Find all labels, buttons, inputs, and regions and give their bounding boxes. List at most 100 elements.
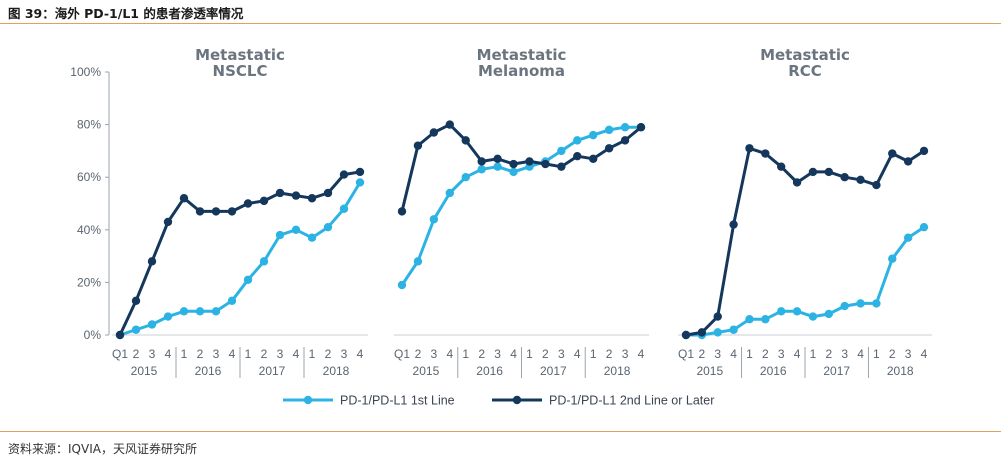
data-point xyxy=(573,136,582,145)
data-point xyxy=(872,180,881,190)
data-point xyxy=(259,257,269,266)
data-point xyxy=(888,254,897,263)
data-point xyxy=(195,307,205,316)
data-point xyxy=(339,204,349,213)
data-point xyxy=(729,220,738,229)
data-point xyxy=(589,130,598,140)
x-tick-label: 3 xyxy=(714,347,721,361)
x-year-label: 2017 xyxy=(540,364,567,378)
x-tick-label: 4 xyxy=(574,347,581,361)
data-point xyxy=(713,312,722,321)
x-tick-label: 4 xyxy=(510,347,517,361)
data-point xyxy=(163,217,173,227)
x-tick-label: 4 xyxy=(921,347,928,361)
data-point xyxy=(792,178,802,187)
y-tick-label: 20% xyxy=(77,275,101,289)
x-tick-label: 2 xyxy=(699,347,706,361)
x-year-label: 2015 xyxy=(696,364,723,378)
x-tick-label: 2 xyxy=(478,347,485,361)
x-tick-label: 2 xyxy=(825,347,832,361)
data-point xyxy=(681,330,691,340)
data-point xyxy=(888,149,897,158)
data-point xyxy=(275,188,285,198)
data-point xyxy=(461,173,470,182)
data-point xyxy=(461,136,470,145)
data-point xyxy=(697,328,707,337)
data-point xyxy=(493,154,502,163)
x-year-label: 2017 xyxy=(259,364,286,378)
x-tick-label: 3 xyxy=(149,347,156,361)
x-tick-label: 4 xyxy=(794,347,801,361)
x-tick-label: 4 xyxy=(293,347,300,361)
x-tick-label: 3 xyxy=(778,347,785,361)
legend: PD-1/PD-L1 1st Line PD-1/PD-L1 2nd Line o… xyxy=(283,394,714,408)
x-year-label: 2017 xyxy=(823,364,850,378)
x-tick-label: 1 xyxy=(245,347,252,361)
source-note: 资料来源：IQVIA，天风证券研究所 xyxy=(8,442,197,456)
x-tick-label: 2 xyxy=(261,347,268,361)
data-point xyxy=(903,233,913,242)
y-tick-label: 100% xyxy=(70,65,101,79)
data-point xyxy=(243,275,253,284)
data-point xyxy=(195,207,205,216)
data-point xyxy=(477,165,486,174)
data-point xyxy=(604,144,614,153)
data-point xyxy=(620,136,630,145)
data-point xyxy=(339,170,349,179)
legend-swatch-marker xyxy=(512,395,522,405)
data-point xyxy=(355,167,365,177)
x-tick-label: 3 xyxy=(431,347,438,361)
top-rule xyxy=(0,23,1001,24)
data-point xyxy=(856,175,865,185)
data-point xyxy=(872,299,881,308)
data-point xyxy=(509,167,518,177)
data-point xyxy=(573,151,582,161)
data-point xyxy=(808,312,818,321)
x-tick-label: 3 xyxy=(341,347,348,361)
legend-label: PD-1/PD-L1 1st Line xyxy=(340,394,455,408)
data-point xyxy=(227,207,237,216)
data-point xyxy=(589,154,598,163)
data-point xyxy=(557,146,566,156)
data-point xyxy=(604,125,614,135)
data-point xyxy=(745,315,754,324)
data-point xyxy=(147,320,157,329)
x-tick-label: 1 xyxy=(309,347,316,361)
panel-title-line: Metastatic xyxy=(760,46,850,64)
x-tick-label: 3 xyxy=(213,347,220,361)
series-line xyxy=(400,125,641,286)
data-point xyxy=(777,162,786,171)
x-tick-label: 4 xyxy=(857,347,864,361)
data-point xyxy=(824,167,833,177)
x-tick-label: 4 xyxy=(165,347,172,361)
x-tick-label: Q1 xyxy=(678,347,694,361)
data-point xyxy=(413,141,423,150)
data-point xyxy=(761,149,770,158)
data-point xyxy=(840,173,849,182)
x-tick-label: 3 xyxy=(622,347,629,361)
x-tick-label: 4 xyxy=(638,347,645,361)
x-tick-label: 3 xyxy=(905,347,912,361)
x-tick-label: 2 xyxy=(542,347,549,361)
x-tick-label: 3 xyxy=(841,347,848,361)
data-point xyxy=(131,325,141,334)
x-year-label: 2018 xyxy=(887,364,914,378)
data-point xyxy=(777,307,786,316)
data-point xyxy=(541,159,550,169)
x-tick-label: 2 xyxy=(133,347,140,361)
data-point xyxy=(745,144,754,153)
data-point xyxy=(903,157,913,166)
data-point xyxy=(792,307,802,316)
x-year-label: 2015 xyxy=(131,364,158,378)
data-point xyxy=(355,178,365,187)
data-point xyxy=(557,162,566,171)
data-point xyxy=(429,128,439,137)
x-year-label: 2016 xyxy=(476,364,503,378)
x-tick-label: 2 xyxy=(606,347,613,361)
panel-title-line: Metastatic xyxy=(195,46,285,64)
x-year-label: 2015 xyxy=(413,364,440,378)
data-point xyxy=(761,315,770,324)
data-point xyxy=(131,296,141,306)
data-point xyxy=(477,157,486,166)
